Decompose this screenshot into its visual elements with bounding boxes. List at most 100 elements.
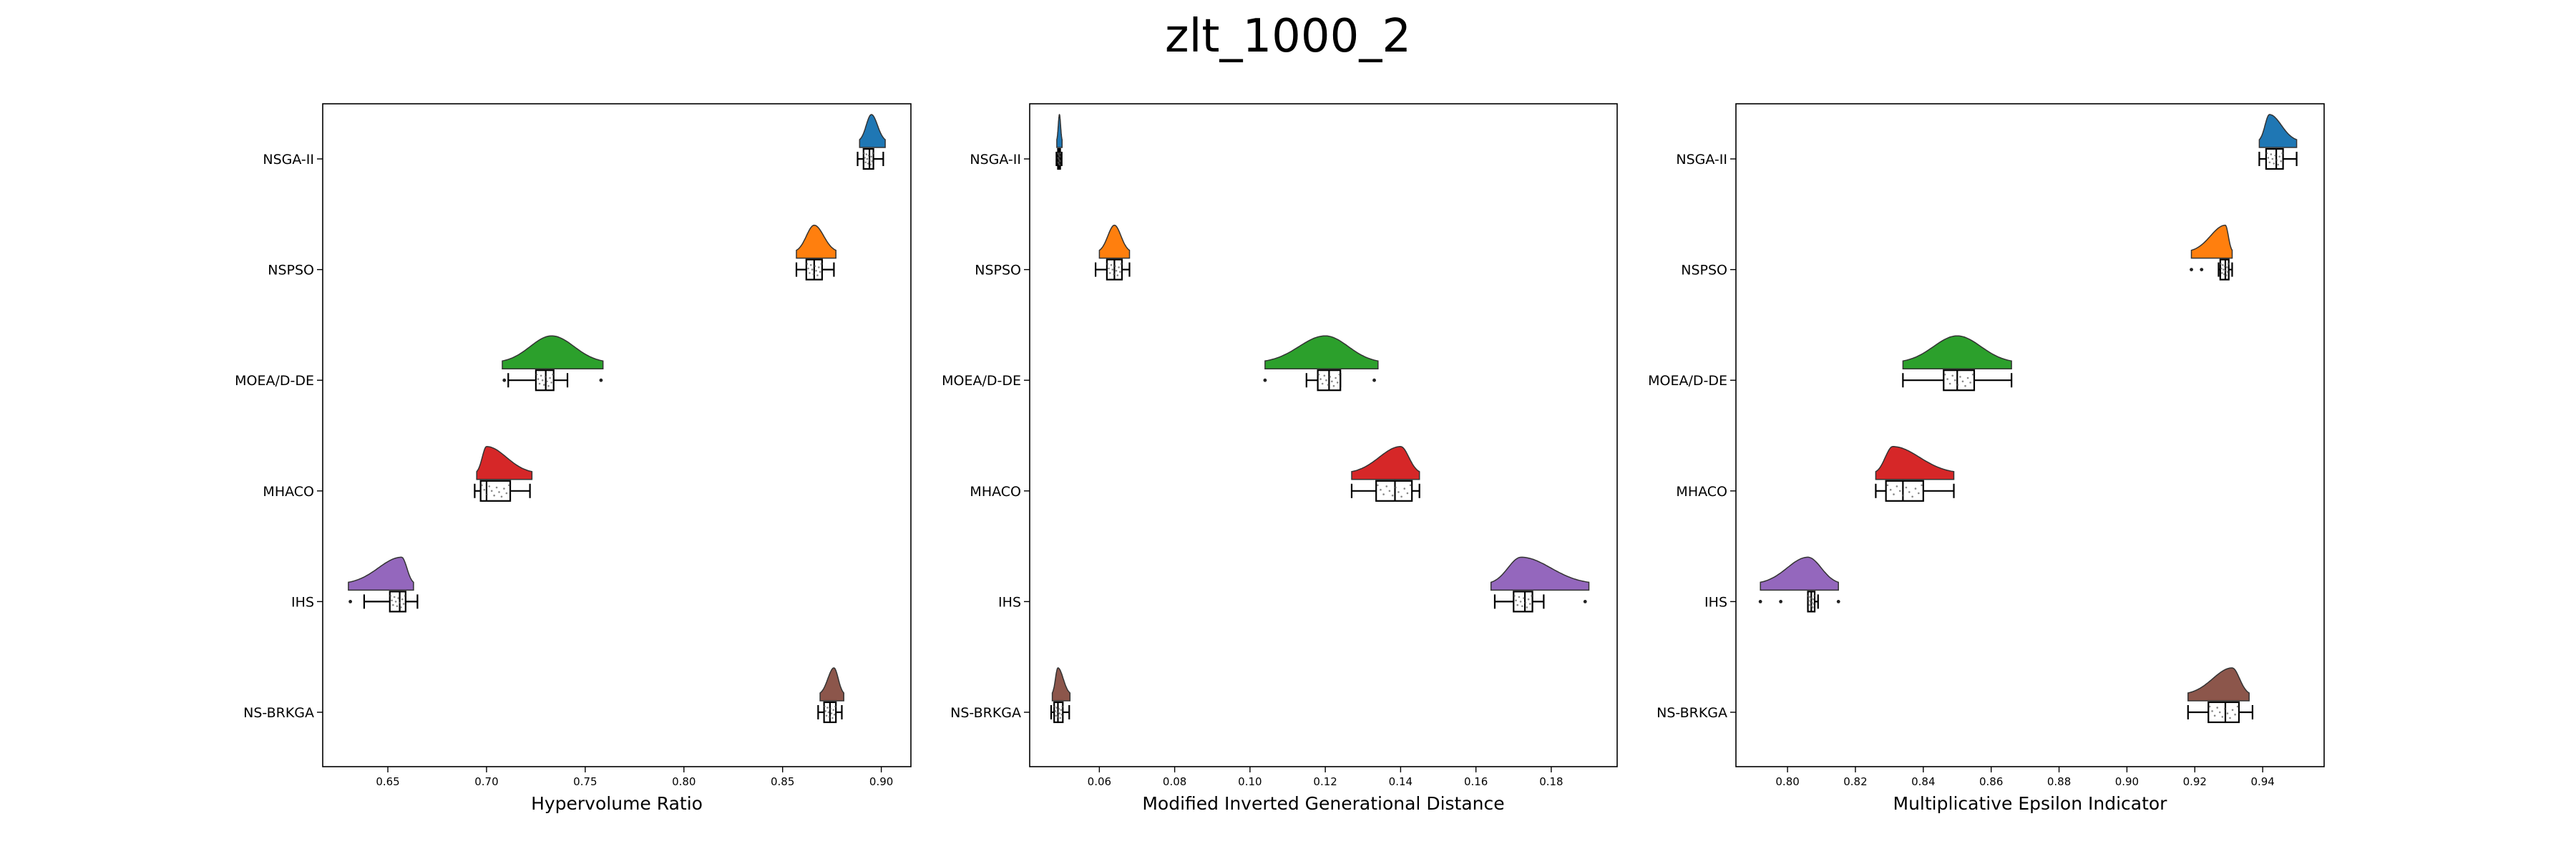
violin [1051, 667, 1071, 702]
rain-point [824, 705, 826, 708]
rain-point [1893, 493, 1895, 495]
rain-point [1951, 374, 1954, 377]
rain-point [1323, 374, 1326, 377]
chart-panel-2: NSGA-II NSPSO MOEA/D-DE MHACO IHS NS-BRKGA 0.0… [942, 103, 1618, 814]
rain-point [1964, 384, 1966, 387]
series-mhaco [1350, 446, 1420, 502]
rain-point [2234, 713, 2236, 716]
rain-point [2278, 155, 2280, 158]
rain-point [1115, 269, 1118, 272]
rain-point [490, 490, 493, 492]
rain-point [542, 384, 545, 386]
rain-point [1406, 492, 1409, 495]
x-tick-label: 0.16 [1464, 775, 1488, 788]
rain-point [1110, 263, 1113, 266]
box [2265, 147, 2284, 170]
rain-point [2225, 266, 2228, 268]
x-tick-label: 0.70 [474, 775, 498, 788]
x-axis-label: Modified Inverted Generational Distance [1142, 793, 1504, 814]
rain-point [2216, 707, 2219, 709]
rain-point [2236, 705, 2239, 708]
outlier-point [599, 378, 603, 382]
rain-point [869, 163, 872, 166]
rain-point [1394, 486, 1397, 489]
rain-point [545, 376, 547, 378]
rain-point [498, 491, 500, 493]
rain-point [1317, 373, 1320, 376]
rain-point [807, 267, 809, 270]
rain-point [814, 265, 816, 268]
outlier-point [1779, 600, 1783, 603]
series-ns-brkga [1050, 667, 1071, 724]
rain-point [833, 713, 836, 716]
rain-point [537, 378, 540, 380]
rain-point [1331, 380, 1333, 383]
rain-point [863, 152, 865, 155]
rain-point [552, 373, 554, 376]
rain-point [809, 263, 812, 266]
rain-point [547, 384, 550, 387]
rain-point [495, 486, 498, 489]
rain-point [1959, 376, 1961, 378]
rain-point [826, 707, 829, 709]
rain-point [1810, 597, 1813, 599]
rain-point [819, 271, 821, 273]
outlier-point [1583, 600, 1587, 603]
outlier-point [2190, 268, 2193, 271]
series-ns-brkga [817, 667, 844, 724]
rain-point [1119, 271, 1121, 273]
rain-point [2268, 161, 2271, 164]
box [862, 147, 874, 170]
box [535, 369, 555, 392]
rain-point [1108, 272, 1111, 274]
x-tick-label: 0.85 [771, 775, 794, 788]
rain-point [500, 495, 503, 498]
x-tick-label: 0.18 [1539, 775, 1563, 788]
rain-point [483, 488, 486, 491]
rain-point [1886, 484, 1889, 487]
series-nspso [2190, 224, 2233, 281]
violin [796, 224, 836, 259]
rain-point [1531, 595, 1533, 597]
rain-point [2225, 274, 2228, 276]
rain-point [550, 382, 552, 384]
rain-point [1397, 491, 1400, 493]
rain-point [1055, 707, 1058, 709]
rain-point [2231, 709, 2234, 712]
violin [819, 667, 844, 702]
x-axis-label: Hypervolume Ratio [531, 793, 703, 814]
rain-point [1918, 492, 1920, 495]
violin [1875, 446, 1955, 480]
rain-point [2226, 271, 2229, 273]
x-tick-label: 0.14 [1389, 775, 1413, 788]
rain-point [2224, 269, 2227, 272]
series-nsga-ii [1055, 113, 1063, 170]
rain-point [1116, 274, 1119, 276]
rain-point [1966, 377, 1969, 379]
rain-point [2222, 263, 2224, 266]
y-tick-label: NS-BRKGA [243, 705, 314, 721]
rain-point [1118, 266, 1120, 268]
rain-point [1513, 595, 1516, 597]
rain-point [1113, 273, 1115, 276]
rain-point [538, 382, 541, 385]
rain-point [541, 379, 544, 382]
rain-point [1813, 595, 1815, 597]
rain-point [1896, 485, 1898, 487]
x-tick-label: 0.94 [2250, 775, 2274, 788]
rain-point [2220, 267, 2223, 270]
violin [2190, 224, 2233, 259]
rain-point [2270, 153, 2273, 155]
y-tick-label: MHACO [1676, 484, 1727, 500]
panels: NSGA-II NSPSO MOEA/D-DE MHACO IHS NS-BRKGA 0.6… [235, 103, 2325, 814]
rain-point [1812, 598, 1815, 601]
rain-point [397, 597, 400, 599]
rain-point [815, 269, 817, 272]
x-tick-label: 0.84 [1911, 775, 1935, 788]
rain-point [867, 162, 869, 165]
violin [2258, 114, 2298, 148]
rain-point [1058, 160, 1061, 162]
rain-point [1528, 603, 1531, 605]
plot-frame [322, 103, 912, 767]
rain-point [1515, 599, 1517, 602]
